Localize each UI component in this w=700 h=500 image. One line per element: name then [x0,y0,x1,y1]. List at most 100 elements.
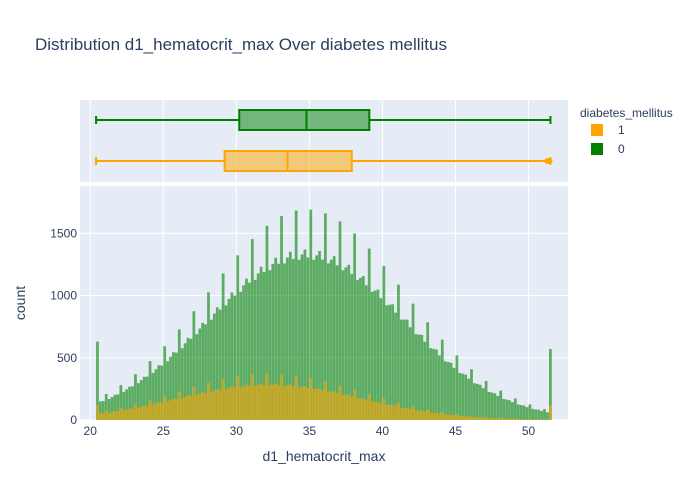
histogram-bar [172,352,175,420]
histogram-bar [478,417,482,420]
histogram-bar [201,322,205,420]
histogram-bar [210,391,213,420]
histogram-bar [435,412,438,420]
histogram-series-0[interactable] [96,209,552,420]
histogram-bar [174,399,178,420]
histogram-bar [402,407,406,420]
histogram-bar [239,291,243,420]
histogram-bar [125,389,129,420]
x-tick-label: 30 [230,424,244,438]
histogram-bar [414,334,418,420]
histogram-bar [429,412,432,420]
histogram-bar [180,348,184,420]
histogram-bar [470,415,473,420]
histogram-bar [321,259,324,420]
histogram-bar [502,398,506,420]
histogram-bar [224,305,228,420]
histogram-bar [356,279,359,420]
histogram-bar [376,401,380,420]
histogram-bar [347,264,351,420]
histogram-bar [464,374,468,420]
histogram-bar [350,396,354,420]
histogram-bar [303,386,307,420]
histogram-bar [484,380,488,420]
histogram-bar [470,369,473,420]
histogram-bar [417,410,421,420]
histogram-bar [259,383,263,420]
box-plot-1[interactable] [95,150,553,172]
histogram-series-1[interactable] [96,373,552,420]
histogram-bar [186,337,190,420]
histogram-bar [248,386,251,420]
histogram-bar [169,400,172,420]
histogram-bar [405,319,409,420]
histogram-bar [516,404,520,420]
histogram-bar [303,249,307,420]
histogram-bar [493,393,497,420]
histogram-bar [96,405,99,420]
histogram-bar [411,303,415,420]
histogram-bar [280,216,283,420]
histogram-bar [435,349,438,420]
histogram-bar [411,406,415,420]
histogram-bar [332,391,336,420]
histogram-bar [437,413,441,420]
outlier-point [546,158,553,164]
histogram-bar [361,276,365,420]
histogram-bar [487,418,491,420]
histogram-bar [508,400,511,420]
histogram-bar [221,273,225,420]
histogram-bar [174,352,178,420]
histogram-bar [300,254,304,420]
y-axis-ticks: 0 500 1000 1500 [50,226,77,427]
histogram-bar [534,409,538,420]
histogram-bar [128,408,131,420]
histogram-bar [110,411,114,420]
histogram-bar [513,418,517,420]
histogram-bar [204,324,207,420]
histogram-bar [288,384,292,420]
box-plot-0[interactable] [95,109,552,131]
histogram-bar [212,390,216,420]
histogram-bar [399,319,403,420]
histogram-bar [525,419,529,420]
histogram-bar [145,376,149,420]
histogram-bar [253,386,257,420]
histogram-bar [423,341,427,420]
x-tick-label: 20 [84,424,98,438]
histogram-bar [230,386,234,420]
histogram-bar [449,414,453,420]
histogram-bar [426,322,430,420]
histogram-bar [522,405,526,420]
y-tick-label: 0 [70,413,77,427]
histogram-bar [160,365,164,420]
histogram-bar [543,409,546,420]
histogram-bar [107,412,111,420]
histogram-bar [332,256,336,420]
histogram-bar [142,376,146,420]
legend-item-1[interactable]: 1 [591,123,625,137]
histogram-bar [192,311,196,420]
histogram-bar [227,298,231,420]
histogram-bar [467,416,470,420]
histogram-bar [329,391,333,420]
x-tick-label: 35 [303,424,317,438]
histogram-bar [540,410,544,420]
histogram-bar [464,416,468,420]
histogram-bar [525,407,529,420]
legend-item-0[interactable]: 0 [591,142,625,156]
histogram-bar [131,408,134,420]
histogram-bar [324,381,327,420]
histogram-bar [309,377,313,420]
histogram-bar [139,406,143,420]
histogram-bar [215,389,219,420]
histogram-bar [157,402,161,420]
histogram-bar [291,386,295,420]
histogram-bar [248,282,251,420]
histogram-bar [312,259,316,420]
histogram-bar [195,394,199,420]
histogram-bar [461,416,465,420]
histogram-bar [364,285,368,420]
histogram-bar [265,225,269,420]
